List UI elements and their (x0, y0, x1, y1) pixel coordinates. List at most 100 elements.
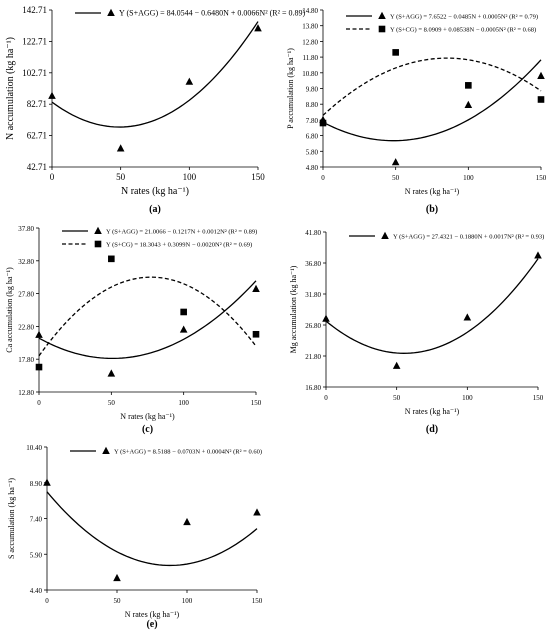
y-tick-label: 14.80 (302, 7, 318, 15)
data-point-square (108, 255, 115, 263)
y-tick-label: 36.80 (305, 260, 321, 268)
fit-curve-triangle (325, 258, 539, 354)
data-point-triangle (534, 251, 542, 259)
data-point-triangle (113, 573, 121, 582)
chart-panel-e: 4.40 5.90 7.40 8.90 10.40 0 50 100 150 N rates (k… (7, 444, 263, 630)
y-tick-label: 27.80 (18, 291, 34, 299)
panel-caption: (a) (149, 204, 161, 215)
legend-marker-triangle (107, 8, 115, 16)
panel-caption: (d) (426, 424, 438, 435)
chart-panel-b: 4.80 5.80 6.80 7.80 8.80 9.80 10.80 11.80 12.80 1… (286, 7, 547, 215)
fit-curve-triangle (322, 59, 542, 142)
x-axis-title: N rates (kg ha⁻¹) (120, 412, 175, 421)
data-point-square (252, 330, 260, 338)
y-tick-label: 8.80 (306, 101, 319, 109)
y-tick-label: 7.40 (30, 516, 43, 524)
data-point-square (180, 308, 187, 316)
x-tick-label: 0 (50, 172, 55, 182)
legend-marker-triangle (378, 11, 386, 19)
data-point-triangle (252, 284, 260, 293)
data-point-triangle (179, 325, 188, 333)
data-point-triangle (537, 71, 545, 79)
y-axis-title: Ca accumulation (kg ha⁻¹) (5, 267, 14, 353)
x-tick-label: 100 (178, 399, 189, 407)
y-tick-label: 10.40 (26, 444, 42, 452)
chart-panel-a: 42.71 62.71 82.71 102.71 122.71 142.71 0 50 100 1… (5, 5, 306, 215)
data-point-triangle (116, 144, 125, 152)
data-point-triangle (48, 91, 56, 99)
y-tick-label: 32.80 (18, 258, 34, 266)
y-axis-title: P accumulation (kg ha⁻¹) (286, 48, 295, 129)
y-tick-label: 5.90 (30, 551, 43, 559)
y-axis-title: Mg accumulation (kg ha⁻¹) (289, 265, 298, 353)
data-point-triangle (185, 77, 194, 85)
x-tick-label: 50 (116, 172, 126, 182)
legend-entry: Y (S+AGG) = 27.4321 − 0.1880N + 0.0017N²… (393, 234, 544, 241)
panel-caption: (e) (146, 619, 157, 630)
x-tick-label: 0 (45, 597, 49, 605)
chart-panel-d: 16.80 21.80 26.80 31.80 36.80 41.80 0 50 100 150 N… (289, 229, 544, 435)
y-tick-label: 37.80 (18, 225, 34, 233)
fit-curve-triangle (51, 21, 259, 128)
data-point-triangle (392, 361, 401, 369)
y-tick-label: 102.71 (22, 68, 47, 78)
legend-marker-triangle (102, 446, 110, 454)
data-point-triangle (464, 100, 473, 108)
data-point-triangle (254, 24, 262, 32)
y-tick-label: 26.80 (305, 322, 321, 330)
data-point-triangle (43, 478, 51, 486)
x-tick-label: 50 (393, 394, 401, 402)
fit-curve-square (38, 276, 257, 357)
data-point-triangle (253, 508, 261, 516)
fit-curve-triangle (46, 491, 258, 567)
panel-caption: (c) (142, 424, 153, 435)
data-point-triangle (107, 369, 116, 377)
x-tick-label: 0 (37, 399, 41, 407)
y-axis-title: S accumulation (kg ha⁻¹) (7, 478, 16, 559)
legend-marker-square (94, 240, 102, 248)
fit-curve-triangle (38, 280, 257, 360)
panel-caption: (b) (426, 204, 438, 215)
x-tick-label: 100 (182, 597, 193, 605)
data-point-square (465, 82, 472, 89)
data-point-triangle (35, 330, 43, 338)
legend-entry: Y (S+CG) = 8.0909 + 0.08538N − 0.0005N² … (390, 27, 536, 34)
y-tick-label: 21.80 (305, 353, 321, 361)
data-point-square (319, 119, 327, 127)
y-axis-title: N accumulation (kg ha⁻¹) (5, 37, 16, 140)
data-point-triangle (183, 517, 191, 526)
y-tick-label: 122.71 (22, 36, 47, 46)
data-point-square (35, 363, 43, 371)
x-axis-title: N rates (kg ha⁻¹) (121, 186, 189, 197)
data-point-triangle (391, 158, 400, 166)
x-axis-title: N rates (kg ha⁻¹) (125, 610, 180, 619)
x-tick-label: 50 (108, 399, 116, 407)
x-tick-label: 150 (536, 174, 547, 182)
legend-entry: Y (S+AGG) = 8.5188 − 0.0703N + 0.0004N² … (114, 449, 262, 456)
fit-curve-square (322, 57, 542, 116)
x-tick-label: 100 (463, 174, 474, 182)
y-tick-label: 142.71 (22, 5, 47, 15)
y-tick-label: 31.80 (305, 291, 321, 299)
y-tick-label: 9.80 (306, 86, 319, 94)
y-tick-label: 8.90 (30, 480, 43, 488)
legend-marker-triangle (381, 231, 389, 239)
x-axis-title: N rates (kg ha⁻¹) (405, 187, 460, 196)
x-tick-label: 0 (321, 174, 325, 182)
y-tick-label: 12.80 (302, 38, 318, 46)
x-tick-label: 150 (251, 172, 265, 182)
legend-marker-square (378, 25, 386, 33)
x-tick-label: 0 (324, 394, 328, 402)
y-tick-label: 10.80 (302, 70, 318, 78)
y-tick-label: 4.40 (30, 587, 43, 595)
y-tick-label: 22.80 (18, 323, 34, 331)
x-tick-label: 150 (252, 597, 263, 605)
data-point-triangle (322, 314, 330, 322)
chart-panel-c: 12.80 17.80 22.80 27.80 32.80 37.80 0 50 100 150 N… (5, 225, 262, 435)
legend-entry: Y (S+AGG) = 21.0066 − 0.1217N + 0.0012N²… (106, 229, 257, 236)
legend-marker-triangle (94, 226, 102, 234)
x-tick-label: 100 (462, 394, 473, 402)
y-tick-label: 82.71 (27, 99, 47, 109)
y-tick-label: 41.80 (305, 229, 321, 237)
